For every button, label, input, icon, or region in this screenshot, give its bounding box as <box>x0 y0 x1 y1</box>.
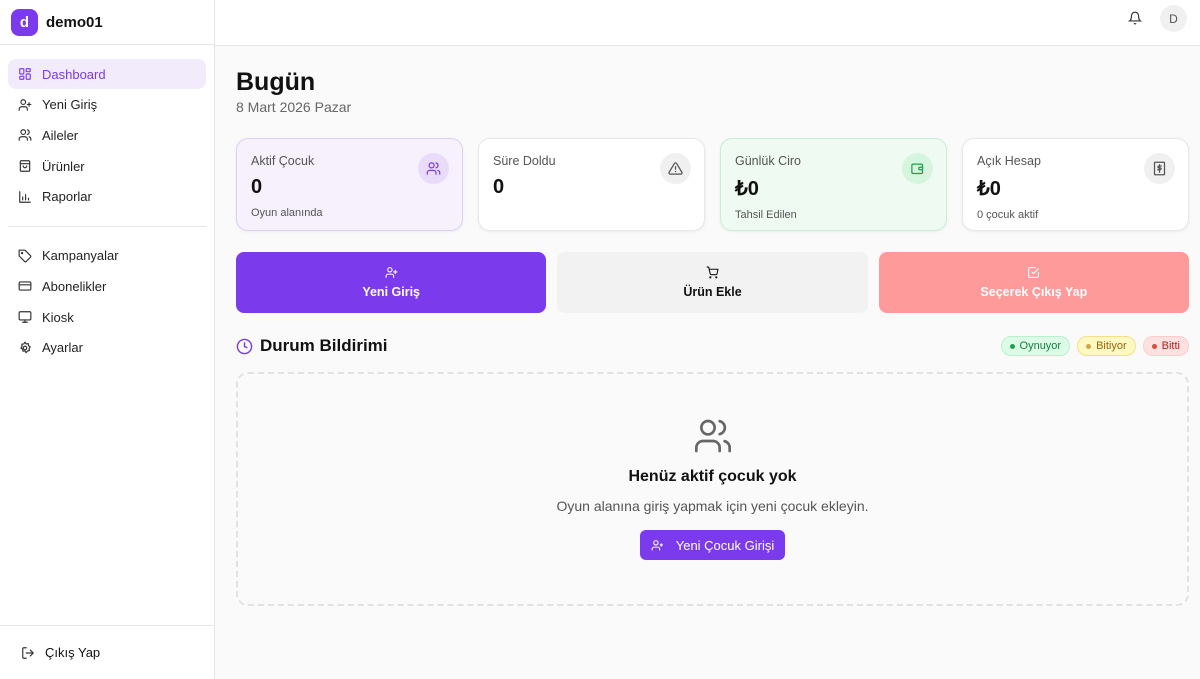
stat-card-acik-hesap: Açık Hesap ₺0 0 çocuk aktif <box>962 138 1189 231</box>
new-entry-button[interactable]: Yeni Giriş <box>236 252 547 313</box>
add-product-button[interactable]: Ürün Ekle <box>557 252 868 313</box>
user-plus-icon <box>651 539 663 550</box>
sidebar-item-label: Ayarlar <box>42 340 83 356</box>
empty-state: Henüz aktif çocuk yok Oyun alanına giriş… <box>236 372 1189 606</box>
wallet-icon <box>902 153 933 184</box>
stat-card-gunluk-ciro: Günlük Ciro ₺0 Tahsil Edilen <box>720 138 947 231</box>
brand: d demo01 <box>0 0 214 45</box>
sidebar-item-ayarlar[interactable]: Ayarlar <box>8 333 206 363</box>
card-value: ₺0 <box>735 178 759 200</box>
sidebar-item-label: Ürünler <box>42 158 85 174</box>
sidebar-item-urunler[interactable]: Ürünler <box>8 151 206 181</box>
card-label: Aktif Çocuk <box>251 154 315 168</box>
badge-oynuyor: Oynuyor <box>1000 336 1071 356</box>
button-label: Yeni Çocuk Girişi <box>675 537 775 553</box>
sidebar-item-kiosk[interactable]: Kiosk <box>8 302 206 332</box>
page-date: 8 Mart 2026 Pazar <box>236 99 352 115</box>
badge-label: Bitiyor <box>1096 340 1127 352</box>
card-value: 0 <box>251 176 263 198</box>
shopping-cart-icon <box>706 266 719 279</box>
avatar[interactable]: D <box>1160 5 1187 32</box>
monitor-icon <box>18 311 32 323</box>
alert-triangle-icon <box>660 153 691 184</box>
settings-icon <box>20 341 31 354</box>
bell-icon <box>1127 11 1143 25</box>
sidebar-item-aileler[interactable]: Aileler <box>8 120 206 150</box>
card-value: 0 <box>493 176 505 198</box>
sidebar-item-label: Kampanyalar <box>42 248 119 264</box>
card-subtitle: Oyun alanında <box>251 207 323 219</box>
sidebar-item-label: Raporlar <box>42 189 92 205</box>
card-subtitle: 0 çocuk aktif <box>977 209 1039 221</box>
empty-title: Henüz aktif çocuk yok <box>628 468 797 485</box>
badge-bitiyor: Bitiyor <box>1077 336 1136 356</box>
shopping-bag-icon <box>19 160 31 172</box>
sidebar-item-raporlar[interactable]: Raporlar <box>8 182 206 212</box>
badge-bitti: Bitti <box>1142 336 1189 356</box>
check-square-icon <box>1028 267 1040 278</box>
logout-button[interactable]: Çıkış Yap <box>0 625 214 679</box>
sidebar-item-label: Abonelikler <box>42 278 107 294</box>
card-value: ₺0 <box>977 178 1001 200</box>
tag-icon <box>18 249 32 263</box>
button-label: Ürün Ekle <box>683 285 742 299</box>
section-title: Durum Bildirimi <box>260 336 388 355</box>
empty-subtitle: Oyun alanına giriş yapmak için yeni çocu… <box>556 498 869 514</box>
users-icon <box>418 153 449 184</box>
clock-icon <box>236 338 253 354</box>
receipt-icon <box>1144 153 1175 184</box>
page-title: Bugün <box>236 68 316 96</box>
sidebar-item-label: Kiosk <box>42 309 74 325</box>
bar-chart-icon <box>19 190 31 203</box>
user-plus-icon <box>385 267 398 278</box>
status-legend: Oynuyor Bitiyor Bitti <box>1000 336 1189 356</box>
new-child-entry-button[interactable]: Yeni Çocuk Girişi <box>639 530 786 560</box>
button-label: Yeni Giriş <box>362 285 420 299</box>
button-label: Seçerek Çıkış Yap <box>980 285 1088 299</box>
users-icon <box>694 419 731 453</box>
status-header: Durum Bildirimi Oynuyor Bitiyor Bitti <box>236 336 1189 356</box>
main-content: Bugün 8 Mart 2026 Pazar Aktif Çocuk 0 Oy… <box>236 46 1189 606</box>
badge-label: Oynuyor <box>1019 340 1062 352</box>
card-label: Açık Hesap <box>977 154 1041 168</box>
sidebar-item-kampanyalar[interactable]: Kampanyalar <box>8 241 206 271</box>
topbar: D <box>215 0 1200 46</box>
sidebar-item-label: Dashboard <box>42 66 106 82</box>
card-subtitle: Tahsil Edilen <box>735 209 797 221</box>
select-checkout-button[interactable]: Seçerek Çıkış Yap <box>878 252 1189 313</box>
brand-name: demo01 <box>46 13 103 31</box>
sidebar: d demo01 Dashboard Yeni Giriş Aileler Ür… <box>0 0 215 679</box>
stat-card-aktif-cocuk: Aktif Çocuk 0 Oyun alanında <box>236 138 463 231</box>
grid-icon <box>19 68 31 80</box>
quick-actions: Yeni Giriş Ürün Ekle Seçerek Çıkış Yap <box>236 252 1189 313</box>
logout-label: Çıkış Yap <box>45 645 101 660</box>
logout-icon <box>22 646 34 659</box>
badge-label: Bitti <box>1161 340 1180 352</box>
notifications-button[interactable] <box>1127 11 1144 27</box>
sidebar-item-label: Aileler <box>42 127 79 143</box>
card-label: Günlük Ciro <box>735 154 801 168</box>
sidebar-item-abonelikler[interactable]: Abonelikler <box>8 271 206 301</box>
credit-card-icon <box>18 281 32 292</box>
stat-card-sure-doldu: Süre Doldu 0 <box>478 138 705 231</box>
stat-cards: Aktif Çocuk 0 Oyun alanında Süre Doldu 0… <box>236 138 1189 231</box>
sidebar-item-label: Yeni Giriş <box>42 97 98 113</box>
user-plus-icon <box>18 98 32 111</box>
sidebar-item-yeni-giris[interactable]: Yeni Giriş <box>8 90 206 120</box>
divider <box>8 225 206 227</box>
brand-logo: d <box>11 8 38 36</box>
sidebar-item-dashboard[interactable]: Dashboard <box>8 59 206 89</box>
users-icon <box>18 129 32 142</box>
card-label: Süre Doldu <box>493 154 556 168</box>
sidebar-nav: Dashboard Yeni Giriş Aileler Ürünler Rap… <box>0 45 214 378</box>
